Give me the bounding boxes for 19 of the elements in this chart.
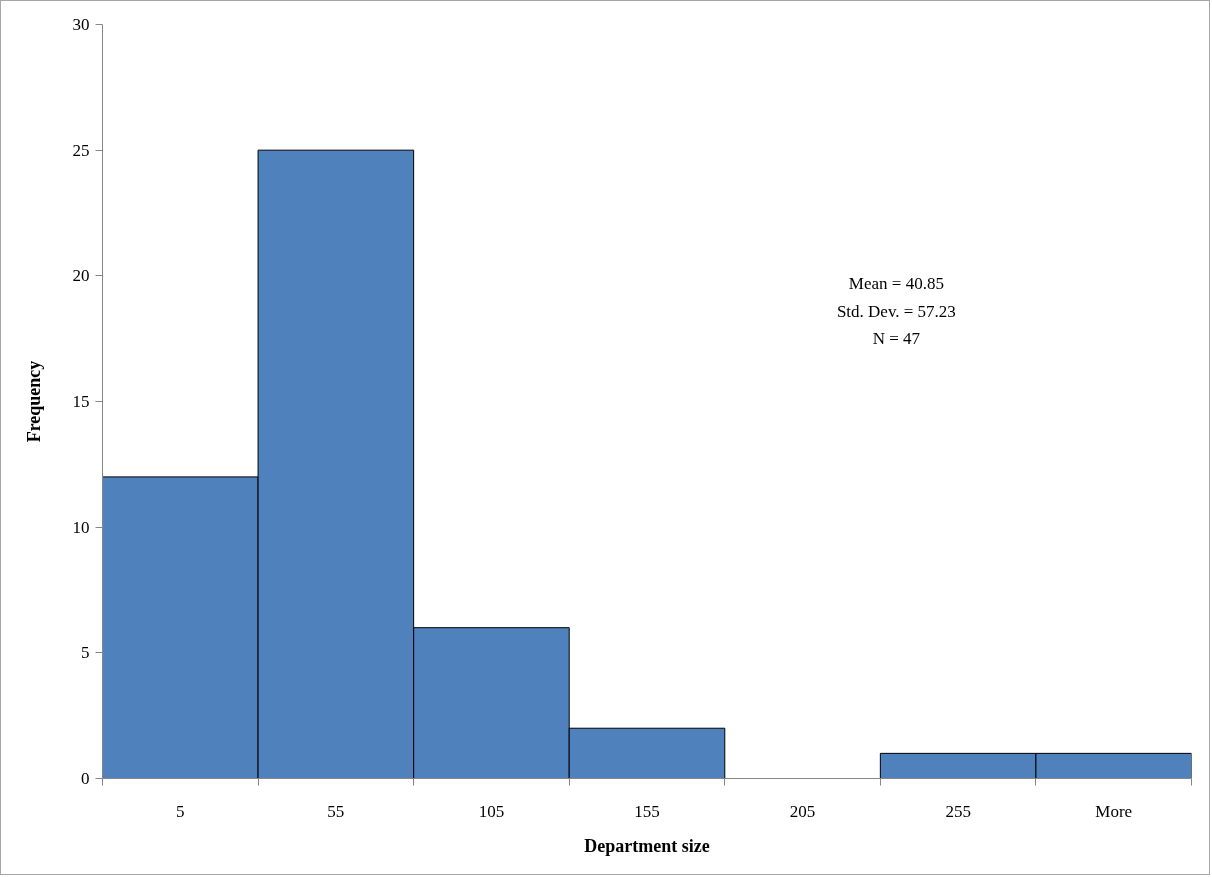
x-tick-label: 155	[634, 801, 660, 821]
y-axis-title: Frequency	[23, 360, 44, 443]
x-tick-label: 5	[176, 801, 185, 821]
annotation: Mean = 40.85	[848, 273, 944, 293]
y-tick-label: 5	[81, 643, 90, 663]
x-tick-label: 55	[327, 801, 345, 821]
y-tick-label: 15	[72, 392, 90, 411]
y-tick-label: 20	[72, 266, 90, 286]
x-tick-label: 205	[789, 801, 816, 821]
x-axis-title: Department size	[584, 835, 710, 856]
y-tick-label: 10	[72, 517, 90, 537]
x-tick-label: 105	[478, 801, 505, 821]
annotation: Std. Dev. = 57.23	[836, 301, 956, 321]
y-tick-label: 25	[72, 140, 90, 160]
annotation: N = 47	[872, 329, 921, 349]
x-tick-label: 255	[945, 801, 971, 821]
y-tick-label: 0	[81, 769, 90, 788]
y-tick-label: 30	[72, 15, 90, 34]
x-tick-label: More	[1095, 801, 1133, 821]
